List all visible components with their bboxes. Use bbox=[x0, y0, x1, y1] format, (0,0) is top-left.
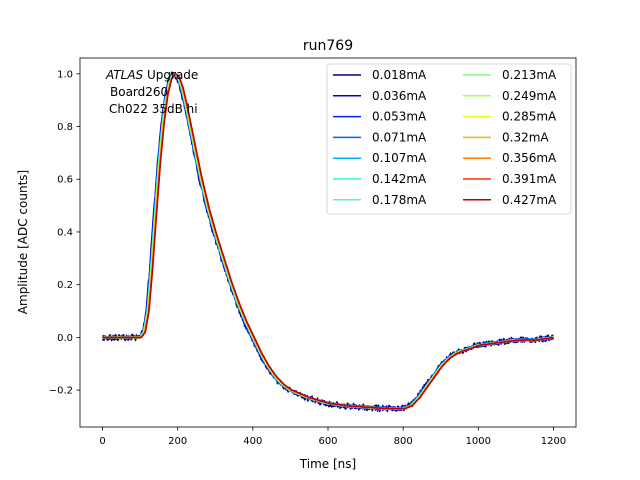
x-tick-label: 1000 bbox=[466, 436, 491, 447]
legend-label-0.107mA: 0.107mA bbox=[372, 151, 427, 165]
legend-label-0.178mA: 0.178mA bbox=[372, 193, 427, 207]
series-line-0.427mA bbox=[102, 73, 554, 410]
series-layer bbox=[101, 71, 555, 413]
legend-label-0.142mA: 0.142mA bbox=[372, 172, 427, 186]
y-tick-label: 0.8 bbox=[57, 122, 73, 133]
legend-label-0.32mA: 0.32mA bbox=[502, 130, 549, 144]
annotation-atlas-label: ATLAS bbox=[105, 68, 144, 82]
legend-box bbox=[326, 63, 572, 215]
y-tick-label: 0.2 bbox=[57, 280, 73, 291]
annotation-upgrade-label: Upgrade bbox=[143, 68, 198, 82]
legend-label-0.285mA: 0.285mA bbox=[502, 110, 557, 124]
x-tick-label: 0 bbox=[99, 436, 105, 447]
legend-label-0.071mA: 0.071mA bbox=[372, 130, 427, 144]
annotation-line-1: ATLAS Upgrade bbox=[105, 68, 198, 82]
legend-label-0.053mA: 0.053mA bbox=[372, 110, 427, 124]
x-tick-label: 400 bbox=[243, 436, 262, 447]
x-axis-label: Time [ns] bbox=[299, 457, 356, 471]
axis-layer: 0 200 400 600 800 1000 1200 −0.2 0.0 0.2 0.4 0.6 0.8… bbox=[49, 69, 566, 447]
x-tick-label: 1200 bbox=[541, 436, 566, 447]
y-tick-label: 1.0 bbox=[57, 69, 73, 80]
legend-label-0.427mA: 0.427mA bbox=[502, 193, 557, 207]
chart-title: run769 bbox=[303, 38, 353, 54]
y-tick-label: 0.0 bbox=[57, 333, 73, 344]
y-tick-label: −0.2 bbox=[49, 386, 73, 397]
annotation-channel-label: Ch022 35dB hi bbox=[109, 102, 198, 116]
x-tick-label: 800 bbox=[394, 436, 413, 447]
legend-label-0.356mA: 0.356mA bbox=[502, 151, 557, 165]
legend-label-0.249mA: 0.249mA bbox=[502, 89, 557, 103]
legend-label-0.213mA: 0.213mA bbox=[502, 68, 557, 82]
x-tick-label: 600 bbox=[318, 436, 337, 447]
y-tick-label: 0.6 bbox=[57, 175, 73, 186]
legend: 0.018mA 0.036mA 0.053mA 0.071mA 0.107mA 0.142… bbox=[326, 63, 572, 215]
legend-label-0.018mA: 0.018mA bbox=[372, 68, 427, 82]
y-axis-label: Amplitude [ADC counts] bbox=[16, 170, 30, 314]
x-tick-label: 200 bbox=[168, 436, 187, 447]
legend-label-0.036mA: 0.036mA bbox=[372, 89, 427, 103]
annotation-board-label: Board260 bbox=[110, 85, 168, 99]
y-tick-label: 0.4 bbox=[57, 227, 73, 238]
atlas-annotation: ATLAS Upgrade Board260 Ch022 35dB hi bbox=[105, 68, 198, 116]
legend-label-0.391mA: 0.391mA bbox=[502, 172, 557, 186]
